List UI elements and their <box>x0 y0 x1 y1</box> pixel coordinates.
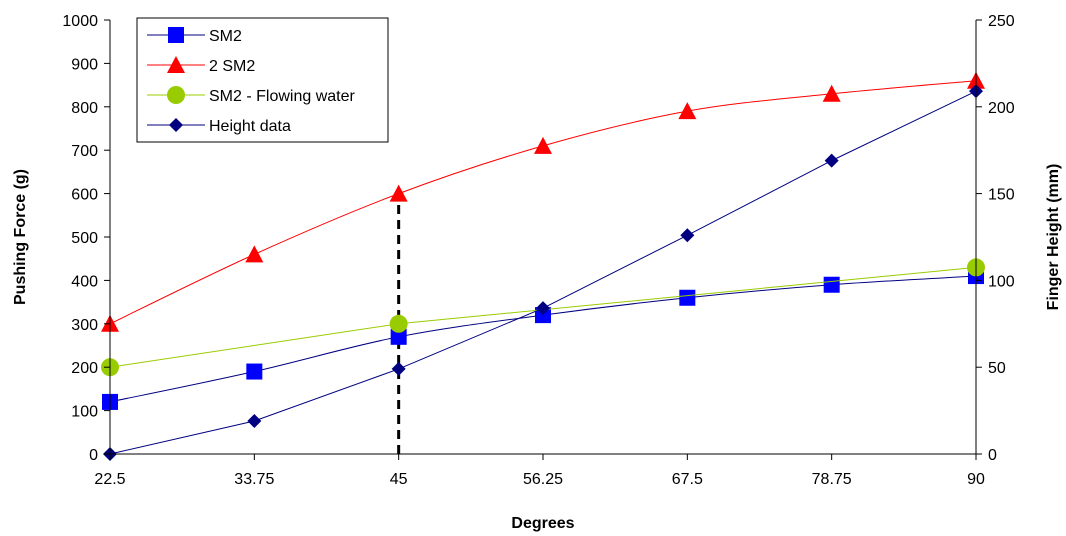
data-point-2-sm2 <box>678 102 697 120</box>
legend-item-2-sm2: 2 SM2 <box>147 56 255 75</box>
legend-marker-sm2 <box>168 27 184 43</box>
y-tick-label: 400 <box>71 273 98 290</box>
legend-label: 2 SM2 <box>209 58 255 75</box>
data-point-height-data <box>824 153 839 168</box>
data-point-2-sm2 <box>245 245 264 263</box>
data-point-sm2-flowing-water <box>389 314 408 333</box>
y-tick-label: 200 <box>71 360 98 377</box>
legend-marker-2-sm2 <box>167 56 185 73</box>
y-axis-title: Pushing Force (g) <box>12 169 29 305</box>
data-point-height-data <box>391 361 406 376</box>
y2-tick-label: 100 <box>988 273 1015 290</box>
y-tick-label: 500 <box>71 230 98 247</box>
x-tick-label: 33.75 <box>234 471 274 488</box>
legend-label: SM2 - Flowing water <box>209 88 355 105</box>
data-point-height-data <box>680 228 695 243</box>
x-tick-label: 67.5 <box>672 471 703 488</box>
data-point-2-sm2 <box>389 184 408 202</box>
y-tick-label: 700 <box>71 143 98 160</box>
legend-item-sm2: SM2 <box>147 27 242 45</box>
y-tick-label: 800 <box>71 100 98 117</box>
series-line-sm2 <box>109 275 977 403</box>
x-tick-label: 45 <box>390 471 408 488</box>
legend-marker-sm2-flowing-water <box>167 86 185 104</box>
x-axis-title: Degrees <box>511 515 574 532</box>
data-point-2-sm2 <box>822 84 841 102</box>
legend-label: Height data <box>209 118 291 135</box>
y2-tick-label: 200 <box>988 100 1015 117</box>
y-tick-label: 0 <box>89 447 98 464</box>
y-tick-label: 1000 <box>62 13 98 30</box>
series-sm2-flowing-water <box>101 258 985 377</box>
series-sm2 <box>102 268 984 410</box>
y-tick-label: 900 <box>71 56 98 73</box>
y2-tick-label: 150 <box>988 187 1015 204</box>
x-tick-label: 78.75 <box>812 471 852 488</box>
data-point-2-sm2 <box>534 136 552 154</box>
x-tick-label: 56.25 <box>523 471 563 488</box>
y-tick-label: 100 <box>71 404 98 421</box>
y2-tick-label: 50 <box>988 360 1006 377</box>
legend: SM2 2 SM2 SM2 - Flowing water Height data <box>136 17 389 143</box>
axes-layer: 0 100 200 300 400 500 600 700 800 900 1000 0 50 100 15… <box>62 13 1014 488</box>
data-point-height-data <box>247 414 262 429</box>
data-point-sm2 <box>679 289 696 306</box>
x-tick-label: 22.5 <box>94 471 125 488</box>
y-tick-label: 600 <box>71 187 98 204</box>
legend-marker-height-data <box>169 118 183 132</box>
series-height-data <box>103 84 983 461</box>
x-tick-label: 90 <box>967 471 985 488</box>
data-point-sm2 <box>823 276 840 293</box>
y-tick-label: 300 <box>71 317 98 334</box>
legend-item-height-data: Height data <box>147 118 291 135</box>
series-layer <box>101 71 985 461</box>
data-point-height-data <box>536 301 550 316</box>
y2-axis-title: Finger Height (mm) <box>1045 164 1062 311</box>
y2-tick-label: 250 <box>988 13 1015 30</box>
data-point-sm2 <box>390 328 407 345</box>
y2-tick-label: 0 <box>988 447 997 464</box>
data-point-sm2 <box>246 363 263 380</box>
legend-label: SM2 <box>209 28 242 45</box>
legend-item-sm2-flowing-water: SM2 - Flowing water <box>147 86 355 105</box>
